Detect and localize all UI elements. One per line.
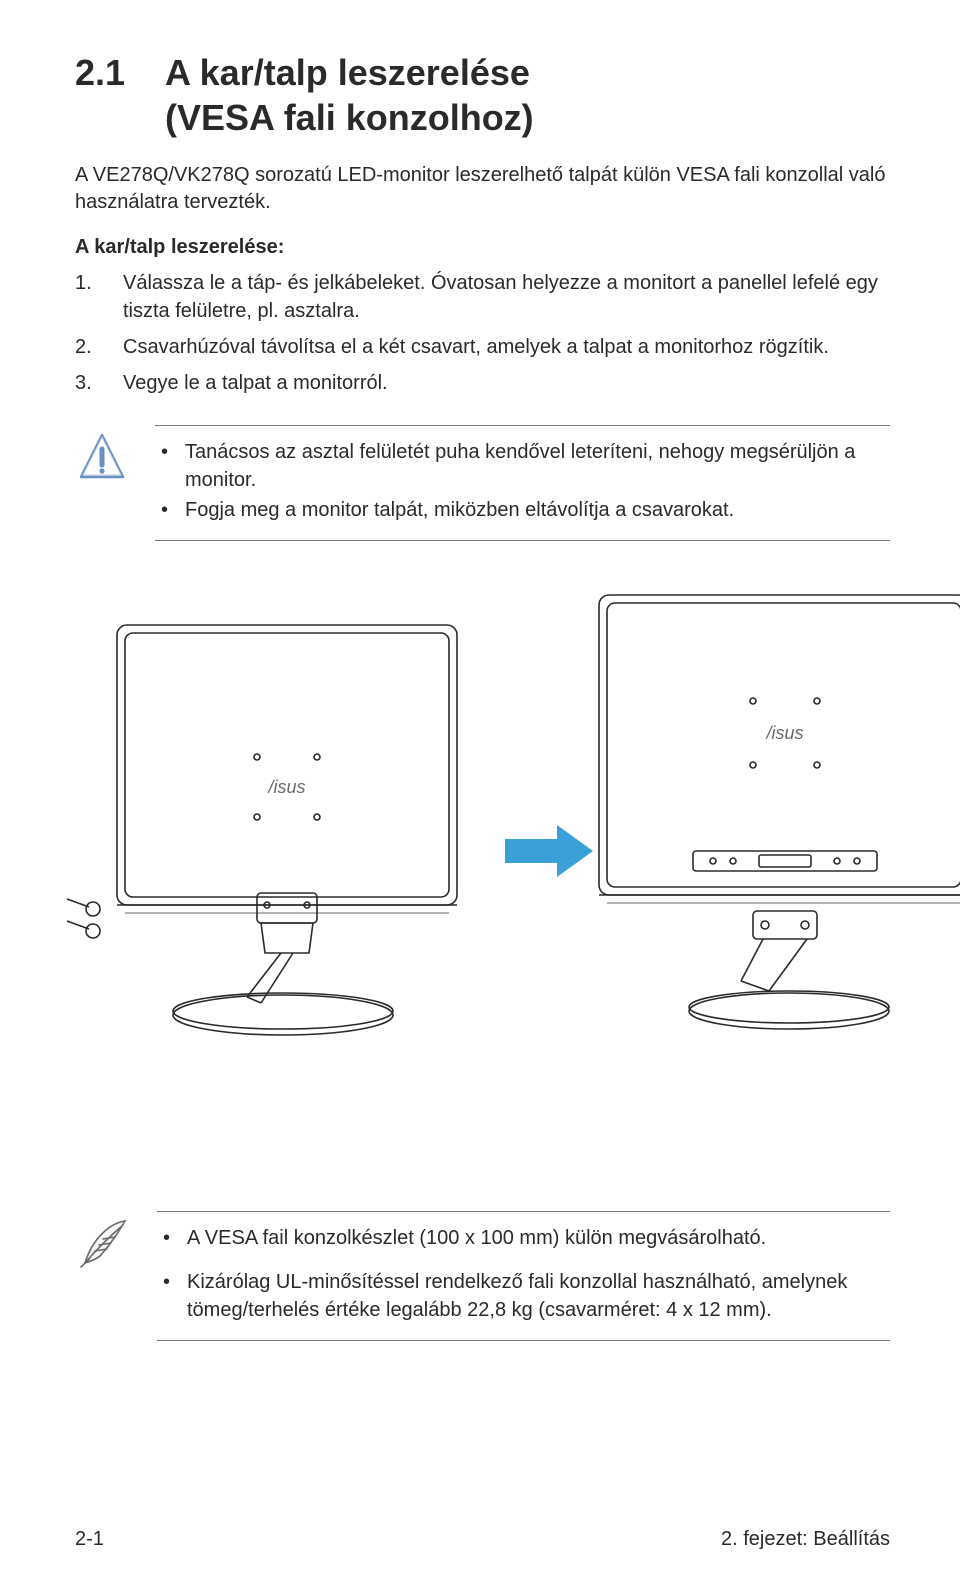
monitor-with-stand-illustration: /isus [47,601,477,1041]
section-heading: 2.1A kar/talp leszerelése (VESA fali kon… [75,50,890,140]
feather-icon [75,1217,131,1276]
chapter-label: 2. fejezet: Beállítás [721,1528,890,1551]
svg-text:/isus: /isus [764,723,803,743]
page-number: 2-1 [75,1528,104,1551]
section-title-line2: (VESA fali konzolhoz) [75,95,890,140]
info-item: Kizárólag UL-minősítéssel rendelkező fal… [161,1268,886,1324]
intro-paragraph: A VE278Q/VK278Q sorozatú LED-monitor les… [75,162,890,216]
disassembly-figure: /isus [75,581,890,1141]
steps-subheading: A kar/talp leszerelése: [75,236,890,259]
step-item: Vegye le a talpat a monitorról. [75,369,890,397]
page-footer: 2-1 2. fejezet: Beállítás [75,1528,890,1551]
steps-list: Válassza le a táp- és jelkábeleket. Óvat… [75,269,890,397]
step-item: Válassza le a táp- és jelkábeleket. Óvat… [75,269,890,325]
section-title-line1: A kar/talp leszerelése [165,52,530,93]
svg-text:/isus: /isus [266,777,305,797]
caution-note: Tanácsos az asztal felületét puha kendőv… [75,425,890,541]
step-item: Csavarhúzóval távolítsa el a két csavart… [75,333,890,361]
warning-icon [77,431,127,488]
section-number: 2.1 [75,50,165,95]
info-note: A VESA fail konzolkészlet (100 x 100 mm)… [75,1211,890,1341]
monitor-detached-illustration: /isus [573,581,960,1051]
info-item: A VESA fail konzolkészlet (100 x 100 mm)… [161,1224,886,1252]
caution-item: Fogja meg a monitor talpát, miközben elt… [159,496,886,524]
caution-item: Tanácsos az asztal felületét puha kendőv… [159,438,886,494]
